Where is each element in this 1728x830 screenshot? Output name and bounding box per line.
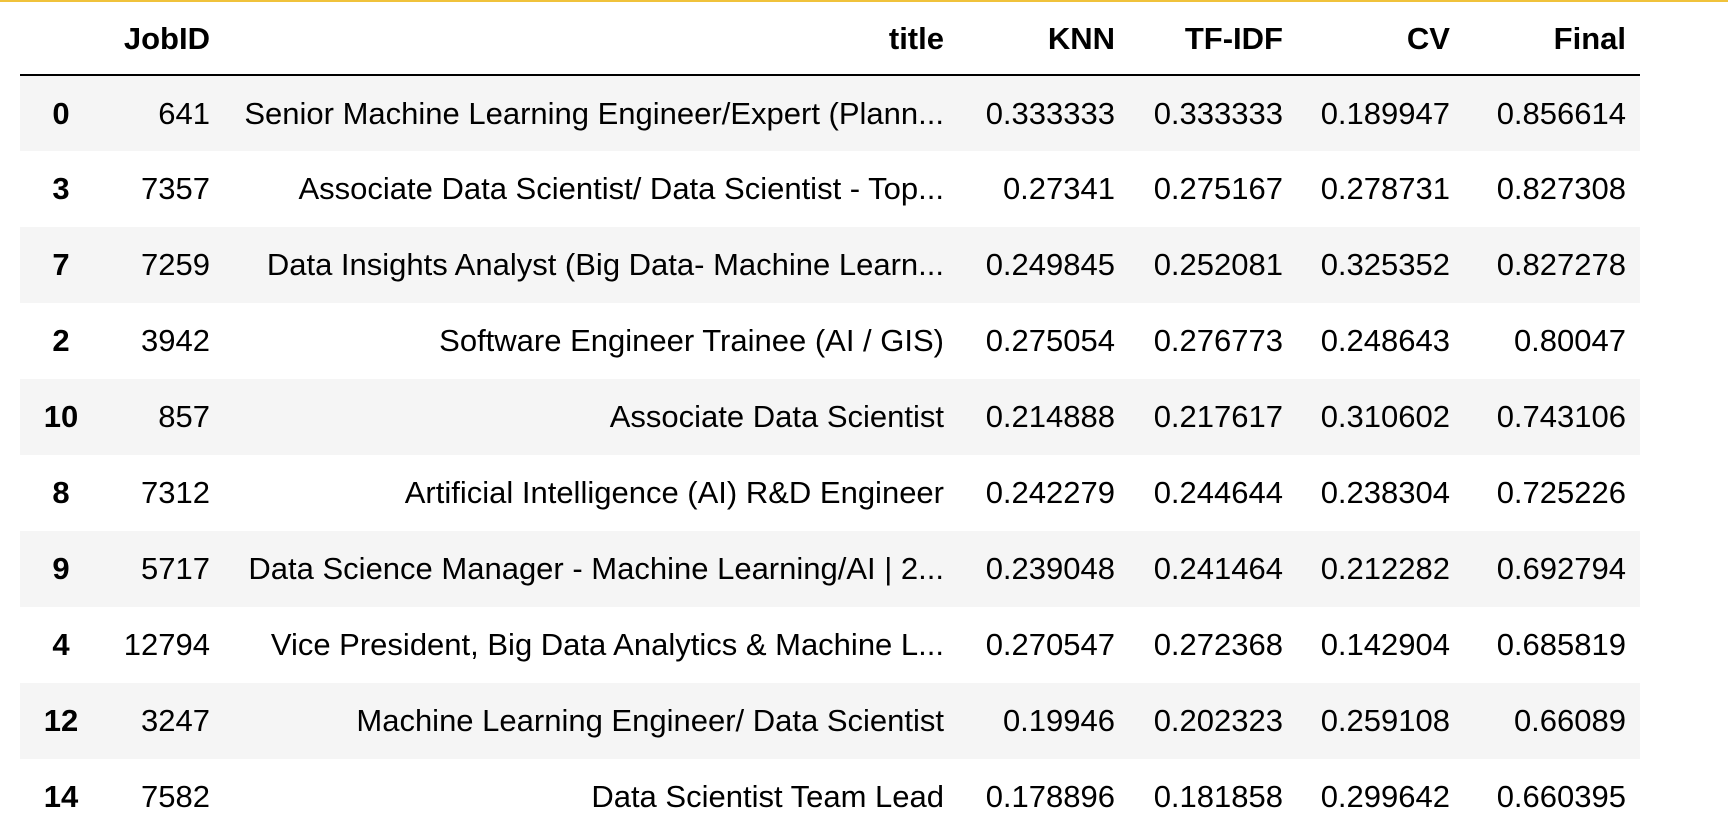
knn-cell: 0.27341 [1002,171,1115,206]
row-index: 14 [43,779,79,814]
jobid-cell: 5717 [141,551,210,586]
title-cell: Data Insights Analyst (Big Data- Machine… [266,247,944,282]
column-header-final: Final [1464,4,1640,76]
tfidf-cell: 0.333333 [1153,95,1283,131]
table-row: 8 7312 Artificial Intelligence (AI) R&D En… [20,455,1640,531]
knn-cell: 0.19946 [1002,703,1115,738]
column-header-tfidf: TF-IDF [1129,4,1297,76]
tfidf-cell: 0.202323 [1153,703,1283,738]
jobid-cell: 641 [158,95,210,131]
column-header-title: title [224,4,958,76]
knn-cell: 0.275054 [985,323,1115,358]
title-cell: Senior Machine Learning Engineer/Expert … [244,95,944,131]
cv-cell: 0.310602 [1320,399,1450,434]
table-row: 4 12794 Vice President, Big Data Analytics… [20,607,1640,683]
knn-cell: 0.214888 [985,399,1115,434]
tfidf-cell: 0.276773 [1153,323,1283,358]
knn-cell: 0.242279 [985,475,1115,510]
cv-cell: 0.238304 [1320,475,1450,510]
knn-cell: 0.333333 [985,95,1115,131]
row-index: 9 [52,551,70,586]
final-cell: 0.856614 [1496,95,1626,131]
jobid-cell: 7259 [141,247,210,282]
title-cell: Machine Learning Engineer/ Data Scientis… [356,703,944,738]
knn-cell: 0.270547 [985,627,1115,662]
column-header-jobid: JobID [102,4,224,76]
title-cell: Associate Data Scientist/ Data Scientist… [298,171,944,206]
title-cell: Vice President, Big Data Analytics & Mac… [270,627,944,662]
final-cell: 0.66089 [1513,703,1626,738]
table-row: 14 7582 Data Scientist Team Lead 0.178896 0.… [20,759,1640,830]
tfidf-cell: 0.217617 [1153,399,1283,434]
jobid-cell: 3942 [141,323,210,358]
title-cell: Data Science Manager - Machine Learning/… [248,551,944,586]
row-index: 7 [52,247,70,282]
header-row: JobID title KNN TF-IDF CV Final [20,4,1640,76]
tfidf-cell: 0.272368 [1153,627,1283,662]
title-cell: Data Scientist Team Lead [591,779,944,814]
title-cell: Artificial Intelligence (AI) R&D Enginee… [404,475,944,510]
table-header: JobID title KNN TF-IDF CV Final [20,4,1640,76]
jobid-cell: 7312 [141,475,210,510]
final-cell: 0.827308 [1496,171,1626,206]
cv-cell: 0.212282 [1320,551,1450,586]
cv-cell: 0.278731 [1320,171,1450,206]
table-row: 3 7357 Associate Data Scientist/ Data Scie… [20,151,1640,227]
final-cell: 0.743106 [1496,399,1626,434]
knn-cell: 0.178896 [985,779,1115,814]
table-row: 9 5717 Data Science Manager - Machine Lear… [20,531,1640,607]
jobid-cell: 7357 [141,171,210,206]
table-row: 7 7259 Data Insights Analyst (Big Data- Ma… [20,227,1640,303]
jobid-cell: 3247 [141,703,210,738]
cv-cell: 0.299642 [1320,779,1450,814]
row-index: 0 [52,95,70,131]
cv-cell: 0.142904 [1320,627,1450,662]
title-cell: Software Engineer Trainee (AI / GIS) [439,323,944,358]
jobid-cell: 12794 [123,627,210,662]
jobid-cell: 857 [158,399,210,434]
tfidf-cell: 0.252081 [1153,247,1283,282]
row-index: 12 [43,703,79,738]
final-cell: 0.80047 [1513,323,1626,358]
table-row: 2 3942 Software Engineer Trainee (AI / GIS… [20,303,1640,379]
final-cell: 0.660395 [1496,779,1626,814]
row-index: 8 [52,475,70,510]
knn-cell: 0.239048 [985,551,1115,586]
table-row: 12 3247 Machine Learning Engineer/ Data Sc… [20,683,1640,759]
cv-cell: 0.259108 [1320,703,1450,738]
tfidf-cell: 0.181858 [1153,779,1283,814]
tfidf-cell: 0.244644 [1153,475,1283,510]
cv-cell: 0.248643 [1320,323,1450,358]
final-cell: 0.827278 [1496,247,1626,282]
final-cell: 0.692794 [1496,551,1626,586]
row-index: 2 [52,323,70,358]
knn-cell: 0.249845 [985,247,1115,282]
table-body: 0 641 Senior Machine Learning Engineer/Exp… [20,75,1640,830]
row-index: 10 [43,399,79,434]
table-row: 10 857 Associate Data Scientist 0.214888 0.2… [20,379,1640,455]
tfidf-cell: 0.241464 [1153,551,1283,586]
tfidf-cell: 0.275167 [1153,171,1283,206]
final-cell: 0.725226 [1496,475,1626,510]
column-header-knn: KNN [958,4,1129,76]
dataframe-output: JobID title KNN TF-IDF CV Final 0 641 Seni… [20,4,1640,830]
top-accent-bar [0,0,1728,2]
final-cell: 0.685819 [1496,627,1626,662]
title-cell: Associate Data Scientist [609,399,944,434]
dataframe-table: JobID title KNN TF-IDF CV Final 0 641 Seni… [20,4,1640,830]
cv-cell: 0.189947 [1320,95,1450,131]
cv-cell: 0.325352 [1320,247,1450,282]
row-index: 3 [52,171,70,206]
row-index: 4 [52,627,70,662]
index-header [20,4,102,76]
table-row: 0 641 Senior Machine Learning Engineer/Exp… [20,75,1640,151]
column-header-cv: CV [1297,4,1464,76]
jobid-cell: 7582 [141,779,210,814]
